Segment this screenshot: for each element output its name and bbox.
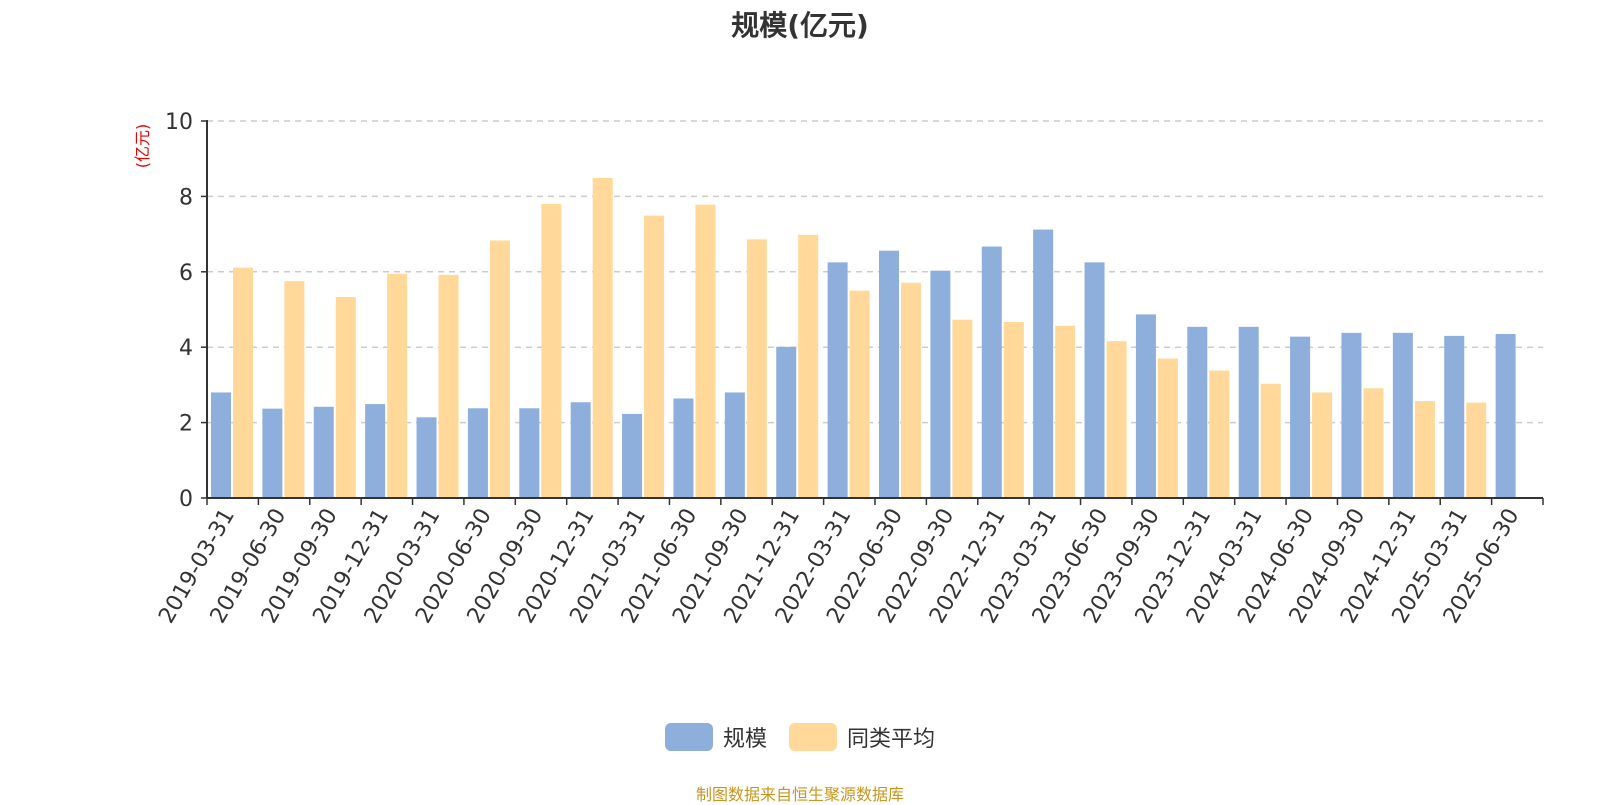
y-tick-label: 10 xyxy=(165,110,193,135)
bar-scale[interactable] xyxy=(724,392,745,498)
legend-swatch-scale xyxy=(664,723,713,751)
source-note: 制图数据来自恒生聚源数据库 xyxy=(695,785,904,804)
bar-scale[interactable] xyxy=(776,346,797,498)
chart-title: 规模(亿元) xyxy=(731,9,869,42)
y-tick-label: 2 xyxy=(179,412,193,437)
bar-peer-average[interactable] xyxy=(1260,383,1281,498)
legend-label-peer-average: 同类平均 xyxy=(847,727,936,752)
y-tick-label: 4 xyxy=(179,336,193,361)
x-tick-labels: 2019-03-312019-06-302019-09-302019-12-31… xyxy=(154,505,1524,628)
bars xyxy=(211,177,1516,499)
bar-scale[interactable] xyxy=(467,408,488,498)
bar-scale[interactable] xyxy=(1444,335,1465,498)
y-tick-label: 6 xyxy=(179,261,193,286)
bar-scale[interactable] xyxy=(1135,314,1156,498)
y-tick-label: 0 xyxy=(179,487,193,512)
bar-scale[interactable] xyxy=(262,408,283,498)
bar-scale[interactable] xyxy=(879,250,899,498)
bar-scale[interactable] xyxy=(365,404,386,498)
bar-peer-average[interactable] xyxy=(849,290,870,498)
bar-scale[interactable] xyxy=(1392,332,1413,498)
bar-scale[interactable] xyxy=(1495,334,1516,498)
bar-peer-average[interactable] xyxy=(1106,341,1127,498)
bar-peer-average[interactable] xyxy=(644,215,665,498)
bar-peer-average[interactable] xyxy=(284,281,305,498)
legend-item-peer-average[interactable]: 同类平均 xyxy=(789,721,935,753)
legend: 规模 同类平均 xyxy=(0,721,1600,753)
bar-scale[interactable] xyxy=(1238,326,1259,498)
bar-scale[interactable] xyxy=(1187,326,1208,498)
bar-peer-average[interactable] xyxy=(1055,325,1076,498)
bar-scale[interactable] xyxy=(1033,229,1054,499)
bar-peer-average[interactable] xyxy=(901,282,921,498)
bar-peer-average[interactable] xyxy=(541,203,562,498)
bar-peer-average[interactable] xyxy=(746,239,767,499)
y-tick-labels: 0 2 4 6 8 10 xyxy=(165,110,193,512)
legend-item-scale[interactable]: 规模 xyxy=(664,721,767,753)
axes xyxy=(201,120,1544,505)
bar-scale[interactable] xyxy=(416,417,437,498)
bar-peer-average[interactable] xyxy=(952,319,973,498)
bar-scale[interactable] xyxy=(1084,262,1105,498)
bar-peer-average[interactable] xyxy=(387,273,408,498)
bar-peer-average[interactable] xyxy=(335,297,356,498)
bar-scale[interactable] xyxy=(1341,332,1362,498)
bar-scale[interactable] xyxy=(981,246,1002,498)
bar-scale[interactable] xyxy=(211,392,231,498)
bar-peer-average[interactable] xyxy=(1312,392,1333,498)
bar-scale[interactable] xyxy=(673,398,694,498)
bar-scale[interactable] xyxy=(930,270,951,498)
bar-scale[interactable] xyxy=(313,406,334,498)
y-tick-label: 8 xyxy=(179,185,193,210)
legend-label-scale: 规模 xyxy=(722,727,767,752)
bar-peer-average[interactable] xyxy=(1414,401,1435,498)
bar-scale[interactable] xyxy=(570,402,591,498)
legend-swatch-peer-average xyxy=(789,723,837,751)
bar-peer-average[interactable] xyxy=(1209,370,1230,498)
bar-scale[interactable] xyxy=(1290,336,1311,498)
bar-peer-average[interactable] xyxy=(592,177,613,498)
bar-scale[interactable] xyxy=(622,413,643,498)
bar-peer-average[interactable] xyxy=(489,240,510,498)
bar-peer-average[interactable] xyxy=(695,204,716,498)
bar-scale[interactable] xyxy=(827,262,848,498)
bar-peer-average[interactable] xyxy=(1363,388,1384,498)
y-axis-label: (亿元) xyxy=(133,124,152,169)
bar-peer-average[interactable] xyxy=(1466,402,1487,498)
bar-peer-average[interactable] xyxy=(798,234,819,498)
bar-scale[interactable] xyxy=(519,408,540,498)
bar-peer-average[interactable] xyxy=(233,267,253,498)
bar-peer-average[interactable] xyxy=(438,274,459,498)
bar-peer-average[interactable] xyxy=(1157,358,1178,498)
bar-peer-average[interactable] xyxy=(1003,321,1024,498)
